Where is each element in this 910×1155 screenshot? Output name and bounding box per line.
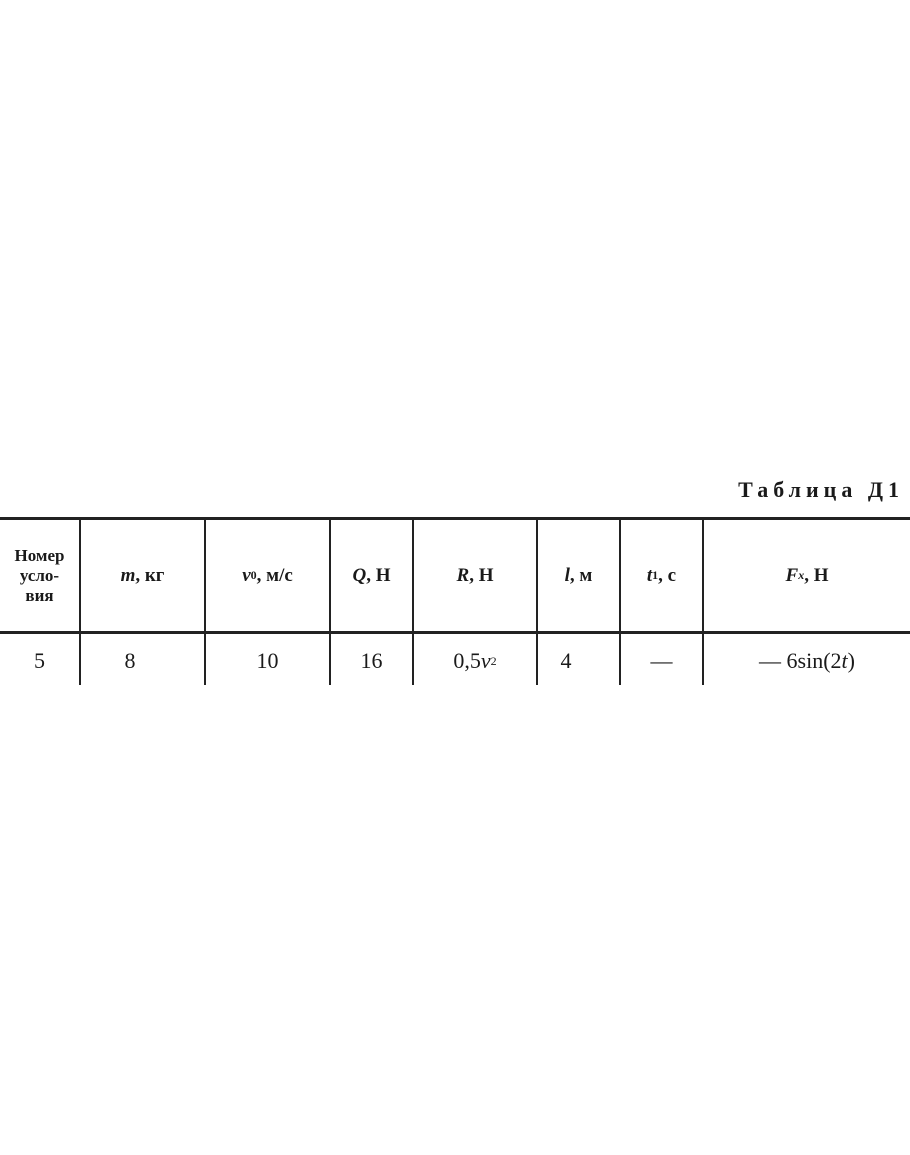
cell-m: 8 <box>124 648 136 673</box>
column-divider <box>79 518 81 685</box>
fx-prefix: — 6sin(2 <box>759 648 842 673</box>
fx-var: t <box>841 648 848 673</box>
header-line: усло- <box>19 565 60 585</box>
header-var: F <box>785 564 799 586</box>
cell-l: 4 <box>560 648 572 673</box>
cell-R: 0,5 v 2 <box>414 636 536 686</box>
column-divider <box>329 518 331 685</box>
header-unit: , м/с <box>256 564 293 586</box>
header-var: t <box>646 564 653 586</box>
header-Q: Q, Н <box>331 520 412 631</box>
cell-t1: — <box>650 648 673 673</box>
column-divider <box>619 518 621 685</box>
header-sub: 1 <box>652 568 659 582</box>
header-unit: , Н <box>469 564 494 586</box>
r-coef: 0,5 <box>453 648 481 673</box>
header-l: l, м <box>538 520 619 631</box>
header-sub: x <box>798 568 805 582</box>
r-exp: 2 <box>490 653 497 668</box>
header-unit: , кг <box>135 564 165 586</box>
header-unit: , с <box>658 564 677 586</box>
header-sub: 0 <box>250 568 257 582</box>
header-unit: , м <box>569 564 593 586</box>
fx-suffix: ) <box>847 648 855 673</box>
header-var: v <box>242 564 251 586</box>
header-unit: , Н <box>366 564 391 586</box>
table-top-rule <box>0 517 910 520</box>
table-title: Таблица Д1 <box>738 477 904 502</box>
cell-Fx: — 6sin(2 t) <box>704 636 910 686</box>
cell-Q: 16 <box>360 648 383 673</box>
header-condition-number: Номер усло- вия <box>0 520 79 631</box>
header-var: R <box>456 564 470 586</box>
column-divider <box>536 518 538 685</box>
header-m: m, кг <box>81 520 204 631</box>
header-unit: , Н <box>804 564 829 586</box>
header-R: R, Н <box>414 520 536 631</box>
header-var: m <box>120 564 136 586</box>
column-divider <box>702 518 704 685</box>
cell-number: 5 <box>34 648 45 673</box>
column-divider <box>412 518 414 685</box>
header-var: l <box>564 564 570 586</box>
column-divider <box>204 518 206 685</box>
r-var: v <box>480 648 491 673</box>
header-bottom-rule <box>0 631 910 634</box>
header-var: Q <box>352 564 367 586</box>
cell-v0: 10 <box>256 648 279 673</box>
header-line: вия <box>25 585 54 605</box>
header-line: Номер <box>14 545 65 565</box>
